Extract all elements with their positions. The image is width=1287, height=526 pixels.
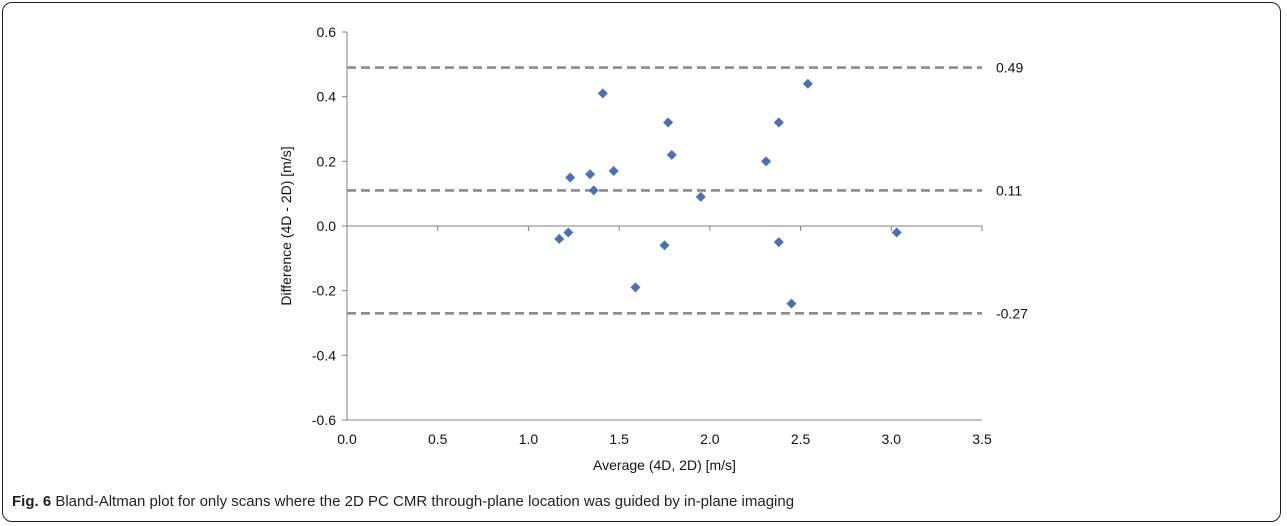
x-tick-label: 1.5	[609, 431, 629, 447]
caption-text: Bland-Altman plot for only scans where t…	[51, 493, 795, 510]
x-tick-label: 3.5	[972, 431, 992, 447]
data-point	[565, 172, 576, 183]
x-tick-label: 0.5	[428, 431, 448, 447]
data-point	[891, 227, 902, 238]
reference-line-label: -0.27	[996, 305, 1028, 321]
bland-altman-chart: -0.6 -0.4 -0.2 0.0 0.2 0.4 0.6 0.0 0.5 1.0 1.5 2.0 2…	[278, 24, 1028, 473]
figure-label: Fig. 6	[12, 493, 52, 510]
y-tick-label: 0.0	[317, 218, 337, 234]
data-point	[695, 191, 706, 202]
y-tick-label: -0.4	[312, 347, 336, 363]
data-point	[563, 227, 574, 238]
y-tick-label: 0.2	[317, 153, 337, 169]
data-point	[666, 149, 677, 160]
x-tick-label: 2.5	[791, 431, 811, 447]
y-tick-label: 0.6	[317, 24, 337, 40]
data-point	[585, 169, 596, 180]
reference-line-label: 0.11	[996, 182, 1022, 198]
y-axis-title: Difference (4D - 2D) [m/s]	[278, 146, 294, 305]
data-point	[786, 298, 797, 309]
data-point	[761, 156, 772, 167]
data-point	[773, 237, 784, 248]
y-tick-label: 0.4	[317, 89, 337, 105]
x-axis-title: Average (4D, 2D) [m/s]	[593, 457, 736, 473]
y-tick-label: -0.2	[312, 283, 336, 299]
data-point	[630, 282, 641, 293]
data-point	[773, 117, 784, 128]
data-point	[802, 78, 813, 89]
data-point	[663, 117, 674, 128]
x-tick-label: 3.0	[882, 431, 902, 447]
data-point	[608, 166, 619, 177]
x-tick-label: 2.0	[700, 431, 720, 447]
figure-caption: Fig. 6 Bland-Altman plot for only scans …	[12, 493, 1262, 510]
reference-line-label: 0.49	[996, 60, 1023, 76]
data-point	[659, 240, 670, 251]
data-point	[597, 88, 608, 99]
data-point	[588, 185, 599, 196]
x-tick-label: 0.0	[337, 431, 357, 447]
data-point	[554, 233, 565, 244]
x-tick-label: 1.0	[519, 431, 539, 447]
y-tick-label: -0.6	[312, 412, 336, 428]
